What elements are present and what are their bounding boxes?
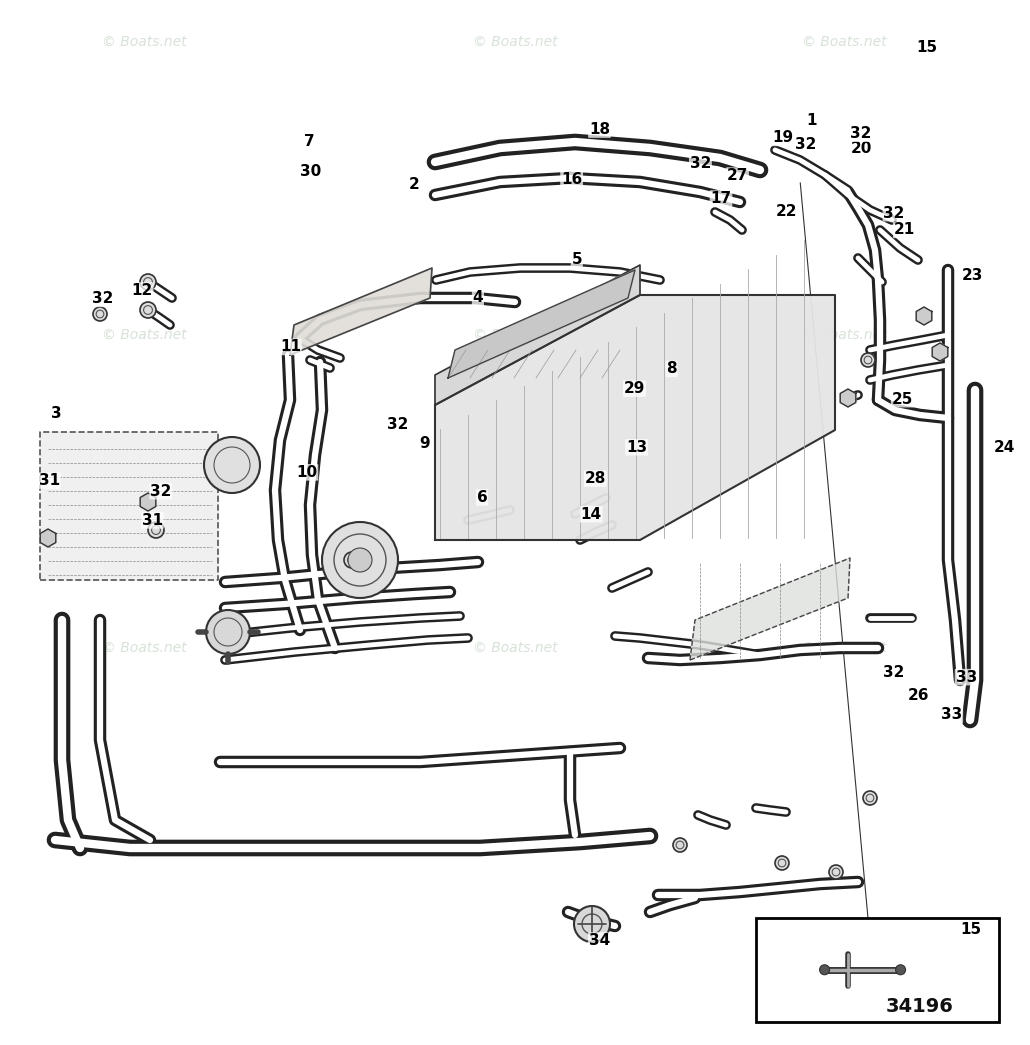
Polygon shape (435, 265, 640, 405)
Text: 4: 4 (473, 291, 483, 305)
Circle shape (820, 965, 829, 975)
Text: 20: 20 (851, 141, 871, 156)
Text: 27: 27 (727, 168, 748, 183)
Text: © Boats.net: © Boats.net (102, 34, 186, 49)
Text: 8: 8 (666, 362, 677, 376)
Circle shape (344, 552, 360, 568)
Polygon shape (435, 295, 835, 540)
Text: 12: 12 (132, 283, 152, 298)
Text: 24: 24 (994, 440, 1015, 455)
Text: 15: 15 (917, 40, 937, 54)
Text: 32: 32 (795, 137, 816, 152)
Text: 30: 30 (301, 164, 321, 179)
Circle shape (348, 548, 372, 572)
Polygon shape (932, 343, 948, 361)
Bar (756, 918, 999, 1022)
Polygon shape (140, 493, 156, 511)
Circle shape (775, 856, 789, 870)
Text: 5: 5 (572, 252, 582, 266)
Circle shape (861, 353, 875, 367)
Text: 22: 22 (777, 204, 797, 218)
Text: 14: 14 (581, 507, 602, 521)
Text: 10: 10 (297, 465, 317, 480)
Text: 21: 21 (894, 223, 915, 237)
Text: 23: 23 (962, 269, 983, 283)
Text: 33: 33 (956, 670, 976, 684)
Text: © Boats.net: © Boats.net (473, 327, 557, 342)
Text: © Boats.net: © Boats.net (102, 327, 186, 342)
Text: © Boats.net: © Boats.net (802, 327, 887, 342)
Polygon shape (690, 558, 850, 660)
Text: 32: 32 (93, 292, 113, 306)
Text: 7: 7 (304, 134, 314, 148)
Text: 13: 13 (626, 440, 647, 455)
Text: 11: 11 (280, 340, 301, 354)
Circle shape (140, 274, 156, 291)
Polygon shape (40, 432, 218, 580)
Text: 31: 31 (39, 473, 60, 488)
Circle shape (322, 522, 398, 598)
Text: 34: 34 (589, 933, 610, 948)
Text: © Boats.net: © Boats.net (473, 34, 557, 49)
Text: 3: 3 (52, 407, 62, 421)
Polygon shape (840, 389, 856, 407)
Polygon shape (290, 268, 432, 355)
Circle shape (148, 522, 164, 538)
Text: 15: 15 (961, 922, 982, 937)
Circle shape (895, 965, 905, 975)
Text: 18: 18 (589, 122, 610, 137)
Text: 32: 32 (884, 206, 904, 220)
Text: 6: 6 (477, 490, 487, 505)
Circle shape (93, 307, 107, 321)
Polygon shape (917, 307, 932, 325)
Text: 16: 16 (561, 172, 582, 187)
Text: © Boats.net: © Boats.net (102, 641, 186, 655)
Text: 9: 9 (419, 436, 430, 450)
Text: © Boats.net: © Boats.net (802, 641, 887, 655)
Text: 28: 28 (585, 471, 606, 486)
Text: 32: 32 (387, 417, 408, 432)
Text: 31: 31 (142, 513, 163, 528)
Circle shape (863, 791, 877, 805)
Circle shape (829, 865, 843, 879)
Text: 26: 26 (908, 689, 929, 703)
Polygon shape (448, 270, 636, 378)
Text: 29: 29 (624, 381, 645, 396)
Text: 32: 32 (851, 126, 871, 141)
Text: 17: 17 (711, 191, 731, 206)
Circle shape (574, 906, 610, 942)
Text: 32: 32 (150, 484, 171, 498)
Circle shape (140, 302, 156, 318)
Text: © Boats.net: © Boats.net (802, 34, 887, 49)
Text: 34196: 34196 (886, 998, 954, 1017)
Circle shape (206, 610, 250, 654)
Text: 1: 1 (806, 113, 817, 127)
Text: © Boats.net: © Boats.net (473, 641, 557, 655)
Circle shape (673, 838, 687, 852)
Text: 19: 19 (772, 131, 793, 145)
Polygon shape (40, 529, 56, 547)
Text: 33: 33 (941, 707, 962, 722)
Text: 25: 25 (892, 392, 913, 407)
Text: 32: 32 (690, 156, 711, 170)
Circle shape (204, 437, 260, 493)
Text: 2: 2 (409, 178, 419, 192)
Text: 32: 32 (884, 666, 904, 680)
